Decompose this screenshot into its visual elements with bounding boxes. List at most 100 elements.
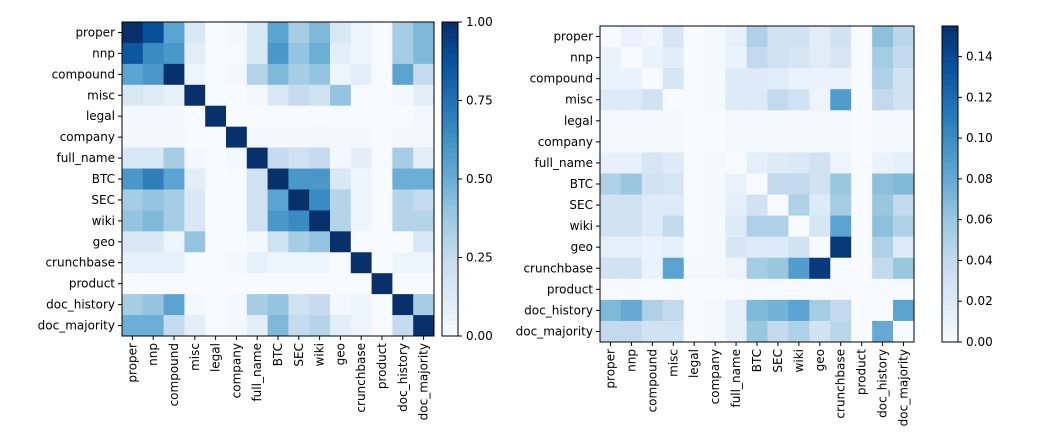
heatmap-cell bbox=[788, 257, 810, 280]
heatmap-cell bbox=[413, 231, 435, 253]
heatmap-cell bbox=[267, 105, 289, 128]
colorbar-segment bbox=[442, 205, 458, 211]
heatmap-cell bbox=[309, 42, 331, 65]
heatmap-cell bbox=[246, 231, 268, 253]
x-tick-label: BTC bbox=[750, 349, 764, 372]
heatmap-cell bbox=[662, 131, 685, 153]
heatmap-cell bbox=[246, 42, 268, 65]
heatmap-cell bbox=[746, 152, 768, 174]
heatmap-cell bbox=[767, 110, 789, 132]
heatmap-cell bbox=[413, 126, 435, 148]
heatmap-cell bbox=[767, 278, 789, 301]
heatmap-cell bbox=[163, 84, 185, 107]
heatmap-cell bbox=[122, 273, 144, 295]
y-tick-label: nnp bbox=[92, 46, 115, 60]
heatmap-cell bbox=[246, 252, 268, 274]
heatmap-cell bbox=[600, 89, 622, 111]
x-tick-label: doc_history bbox=[396, 343, 410, 412]
colorbar-segment bbox=[442, 210, 458, 217]
heatmap-cell bbox=[872, 299, 894, 322]
heatmap-cell bbox=[413, 210, 435, 232]
heatmap-cell bbox=[683, 278, 706, 301]
colorbar-segment bbox=[442, 199, 458, 206]
colorbar-segment bbox=[942, 47, 958, 53]
heatmap-cell bbox=[122, 168, 144, 190]
y-tick-label: full_name bbox=[56, 151, 115, 165]
heatmap-cell bbox=[142, 126, 164, 148]
colorbar-segment bbox=[942, 57, 958, 64]
heatmap-cell bbox=[809, 278, 831, 301]
colorbar-segment bbox=[942, 36, 958, 43]
colorbar-tick-label: 0.25 bbox=[466, 251, 493, 265]
heatmap-cell bbox=[309, 294, 331, 316]
heatmap-cell bbox=[350, 105, 372, 128]
heatmap-cell bbox=[392, 84, 414, 107]
colorbar-segment bbox=[442, 189, 458, 196]
colorbar-segment bbox=[442, 58, 458, 65]
heatmap-cell bbox=[830, 194, 852, 216]
colorbar-segment bbox=[442, 147, 458, 154]
heatmap-cell bbox=[600, 131, 622, 153]
heatmap-cell bbox=[226, 22, 248, 44]
heatmap-cell bbox=[350, 126, 372, 148]
heatmap-cell bbox=[288, 168, 310, 190]
heatmap-cell bbox=[600, 215, 622, 238]
colorbar-segment bbox=[942, 105, 958, 111]
heatmap-cell bbox=[371, 63, 393, 86]
colorbar-segment bbox=[942, 136, 958, 143]
heatmap-cell bbox=[288, 231, 310, 253]
colorbar-segment bbox=[942, 157, 958, 164]
heatmap-cell bbox=[205, 42, 227, 65]
heatmap-cell bbox=[830, 299, 852, 322]
heatmap-cell bbox=[893, 47, 915, 69]
heatmap-cell bbox=[746, 26, 768, 48]
heatmap-right: proper nnp compound misc legal company full_na… bbox=[516, 25, 993, 426]
heatmap-cell bbox=[392, 126, 414, 148]
heatmap-cell bbox=[809, 152, 831, 174]
colorbar-segment bbox=[442, 273, 458, 279]
x-tick-label: SEC bbox=[771, 349, 785, 373]
heatmap-cell bbox=[122, 252, 144, 274]
heatmap-cell bbox=[371, 105, 393, 128]
colorbar-segment bbox=[442, 69, 458, 75]
heatmap-cell bbox=[872, 278, 894, 301]
y-tick-label: compound bbox=[530, 72, 593, 86]
heatmap-cell bbox=[226, 42, 248, 65]
heatmap-cell bbox=[809, 131, 831, 153]
heatmap-cell bbox=[620, 68, 643, 90]
heatmap-cell bbox=[662, 89, 685, 111]
x-tick-label: BTC bbox=[271, 343, 285, 366]
colorbar-tick-label: 0.08 bbox=[966, 172, 993, 186]
heatmap-cell bbox=[163, 22, 185, 44]
heatmap-cell bbox=[809, 110, 831, 132]
heatmap-cell bbox=[163, 210, 185, 232]
colorbar-segment bbox=[942, 62, 958, 69]
heatmap-cell bbox=[267, 231, 289, 253]
heatmap-cell bbox=[620, 278, 643, 301]
heatmap-cell bbox=[704, 173, 726, 195]
heatmap-cell bbox=[246, 22, 268, 44]
heatmap-cell bbox=[330, 147, 352, 169]
heatmap-cell bbox=[767, 47, 789, 69]
colorbar-frame bbox=[941, 25, 959, 343]
heatmap-cell bbox=[371, 231, 393, 253]
x-tick-label: product bbox=[855, 349, 869, 395]
colorbar-tick-label: 0.10 bbox=[966, 131, 993, 145]
heatmap-cell bbox=[267, 210, 289, 232]
heatmap-cell bbox=[413, 168, 435, 190]
y-tick-label: geo bbox=[93, 235, 115, 249]
heatmap-cell bbox=[872, 152, 894, 174]
colorbar-segment bbox=[942, 294, 958, 301]
heatmap-cell bbox=[122, 231, 144, 253]
heatmap-cell bbox=[246, 147, 268, 169]
heatmap-cell bbox=[683, 68, 706, 90]
heatmap-cell bbox=[662, 194, 685, 216]
y-tick-label: legal bbox=[86, 109, 115, 123]
heatmap-cell bbox=[122, 42, 144, 65]
heatmap-cell bbox=[809, 173, 831, 195]
heatmap-cell bbox=[893, 320, 915, 343]
heatmap-cell bbox=[350, 252, 372, 274]
heatmap-cell bbox=[683, 26, 706, 48]
colorbar-segment bbox=[442, 142, 458, 149]
heatmap-cell bbox=[788, 173, 810, 195]
